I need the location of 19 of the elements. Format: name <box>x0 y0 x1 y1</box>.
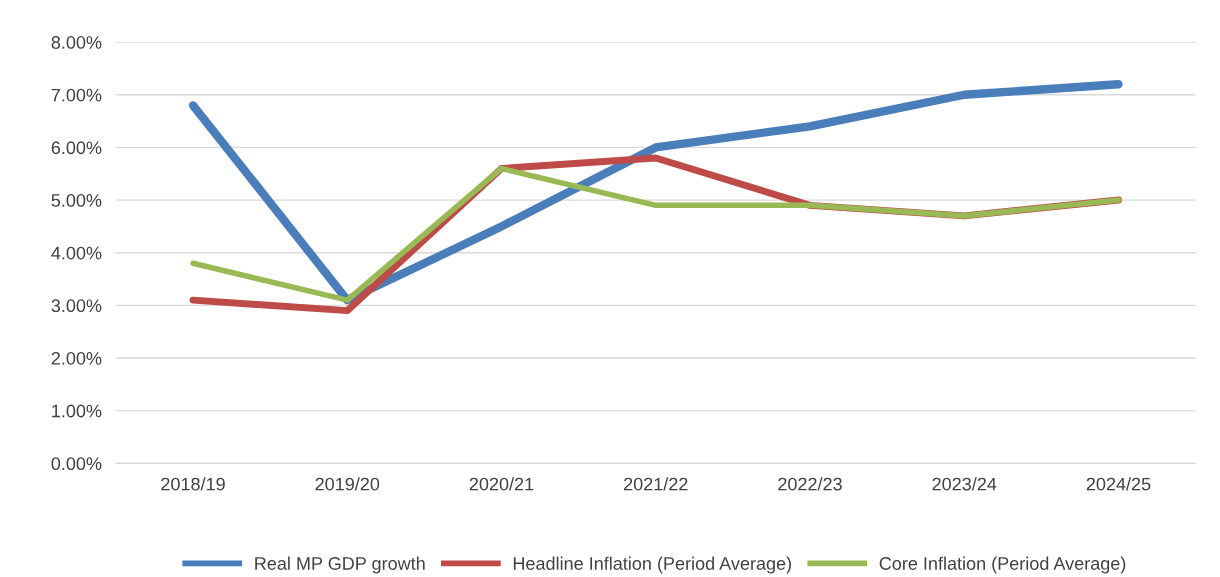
y-tick-label: 4.00% <box>51 246 102 260</box>
x-tick-label: 2018/19 <box>161 477 225 491</box>
x-tick-label: 2024/25 <box>1086 477 1151 491</box>
y-tick-label: 0.00% <box>51 457 102 471</box>
y-tick-label: 7.00% <box>51 88 102 102</box>
y-tick-label: 2.00% <box>51 351 102 365</box>
legend-label: Core Inflation (Period Average) <box>879 556 1126 574</box>
y-tick-label: 6.00% <box>51 141 102 155</box>
y-tick-label: 3.00% <box>51 299 102 313</box>
x-tick-label: 2019/20 <box>315 477 380 491</box>
x-tick-label: 2022/23 <box>778 477 842 491</box>
legend-label: Headline Inflation (Period Average) <box>513 556 791 574</box>
y-tick-label: 8.00% <box>51 36 102 49</box>
y-tick-label: 1.00% <box>52 404 102 418</box>
x-tick-label: 2023/24 <box>932 477 997 491</box>
x-tick-label: 2020/21 <box>469 477 534 491</box>
y-tick-label: 5.00% <box>51 194 102 207</box>
legend-label: Real MP GDP growth <box>255 556 425 574</box>
x-tick-label: 2021/22 <box>624 477 688 491</box>
